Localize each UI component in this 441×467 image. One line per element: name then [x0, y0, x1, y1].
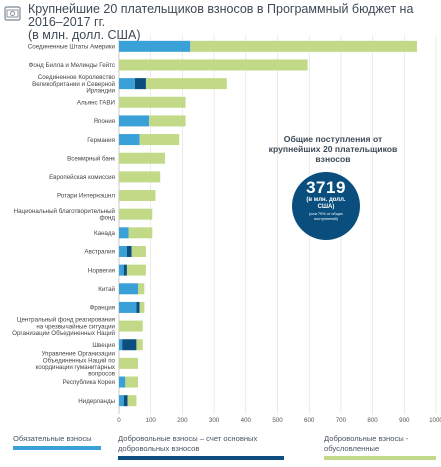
y-category-label: Ротари Интернэшнл	[57, 193, 115, 200]
bar-segment-specified-voluntary	[125, 376, 139, 388]
legend-swatch-specified-voluntary	[324, 456, 436, 460]
bar-segment-specified-voluntary	[126, 264, 146, 276]
x-tick-label: 300	[209, 417, 220, 424]
bar-segment-specified-voluntary	[128, 227, 153, 239]
bar-segment-assessed	[119, 115, 150, 127]
bar-segment-specified-voluntary	[119, 96, 186, 108]
callout-title: Общие поступления от крупнейших 20 плате…	[268, 134, 398, 164]
x-tick-label: 200	[177, 417, 188, 424]
bar-segment-core-voluntary	[122, 339, 137, 351]
y-category-label: Альянс ГАВИ	[77, 99, 115, 106]
y-category-label: Соединенные Штаты Америки	[28, 44, 116, 51]
y-category-label: Швеция	[92, 342, 115, 349]
chart-title-line2: (в млн. долл. США)	[28, 28, 141, 42]
y-category-label: Европейская комиссия	[49, 174, 115, 181]
bar-segment-core-voluntary	[123, 264, 127, 276]
bar-segment-assessed	[119, 40, 191, 52]
x-tick-label: 0	[117, 417, 121, 424]
bar-segment-specified-voluntary	[119, 190, 156, 202]
bar-segment-specified-voluntary	[119, 152, 165, 164]
bar-segment-specified-voluntary	[119, 357, 139, 369]
bar-segment-assessed	[119, 264, 124, 276]
y-category-label: Австралия	[84, 249, 115, 256]
legend-label-core-voluntary: Добровольные взносы – счет основных добр…	[118, 434, 258, 453]
callout-value: 3719	[306, 178, 346, 197]
y-category-label: Республика Корея	[62, 379, 115, 386]
callout-unit: (в млн. долл. США)	[306, 197, 346, 210]
y-category-label: Центральный фонд реагирования на чрезвыча…	[12, 317, 115, 337]
bar-segment-specified-voluntary	[131, 245, 146, 257]
y-category-label: Китай	[98, 286, 115, 293]
y-category-label: Соединенное Королевство Великобритании и …	[32, 74, 115, 94]
x-tick-label: 700	[336, 417, 347, 424]
bar-segment-assessed	[119, 301, 137, 313]
bar-segment-specified-voluntary	[139, 134, 180, 146]
y-category-label: Всемирный банк	[67, 155, 115, 162]
legend-swatch-core-voluntary	[118, 456, 284, 460]
bar-segment-specified-voluntary	[145, 78, 227, 90]
y-category-label: Нидерланды	[78, 398, 115, 405]
y-category-label: Япония	[94, 118, 115, 125]
y-category-label: Франция	[90, 305, 115, 312]
bar-segment-specified-voluntary	[119, 208, 153, 220]
x-tick-label: 600	[304, 417, 315, 424]
bar-segment-specified-voluntary	[136, 339, 143, 351]
legend-item-core-voluntary: Добровольные взносы – счет основных добр…	[118, 434, 284, 460]
bar-segment-core-voluntary	[126, 245, 132, 257]
bar-segment-specified-voluntary	[119, 171, 161, 183]
bar-segment-specified-voluntary	[119, 320, 143, 332]
bar-segment-assessed	[119, 134, 140, 146]
bar-segment-assessed	[119, 78, 135, 90]
bar-segment-specified-voluntary	[119, 59, 308, 71]
y-category-label: Германия	[87, 137, 115, 144]
y-category-label: Национальный благотворительный фонд	[14, 208, 116, 222]
bar-segment-core-voluntary	[136, 301, 140, 313]
legend-label-assessed: Обязательные взносы	[13, 434, 92, 443]
legend-label-specified-voluntary: Добровольные взносы - обусловленные	[324, 434, 409, 453]
chart-title-line1: Крупнейшие 20 плательщиков взносов в Про…	[28, 2, 414, 29]
chart-title: Крупнейшие 20 плательщиков взносов в Про…	[28, 3, 438, 42]
x-tick-label: 500	[272, 417, 283, 424]
x-tick-label: 1000	[429, 417, 441, 424]
callout-note: (или 79% от общих поступлений)	[309, 212, 343, 221]
bar-segment-assessed	[119, 283, 139, 295]
x-tick-label: 900	[399, 417, 410, 424]
legend-item-assessed: Обязательные взносы	[13, 434, 101, 450]
bar-segment-assessed	[119, 395, 124, 407]
bar-segment-assessed	[119, 245, 127, 257]
bar-segment-assessed	[119, 339, 123, 351]
x-tick-label: 800	[367, 417, 378, 424]
legend-item-specified-voluntary: Добровольные взносы - обусловленные	[324, 434, 436, 460]
bar-segment-core-voluntary	[134, 78, 146, 90]
y-category-label: Канада	[94, 230, 116, 237]
y-category-label: Фонд Билла и Мелинды Гейтс	[29, 62, 115, 69]
callout-circle: 3719 (в млн. долл. США) (или 79% от общи…	[292, 172, 360, 240]
bar-segment-core-voluntary	[123, 395, 128, 407]
bar-segment-assessed	[119, 376, 126, 388]
bar-segment-specified-voluntary	[139, 301, 145, 313]
x-tick-label: 100	[146, 417, 157, 424]
x-tick-label: 400	[241, 417, 252, 424]
bar-segment-specified-voluntary	[149, 115, 186, 127]
bar-segment-specified-voluntary	[127, 395, 137, 407]
bar-segment-specified-voluntary	[190, 40, 417, 52]
legend-swatch-assessed	[13, 446, 101, 450]
y-category-label: Норвегия	[88, 267, 115, 274]
bar-segment-specified-voluntary	[138, 283, 145, 295]
money-icon	[4, 6, 21, 21]
bar-segment-assessed	[119, 227, 129, 239]
y-category-label: Управление Организации Объединенных Наций…	[35, 351, 115, 378]
